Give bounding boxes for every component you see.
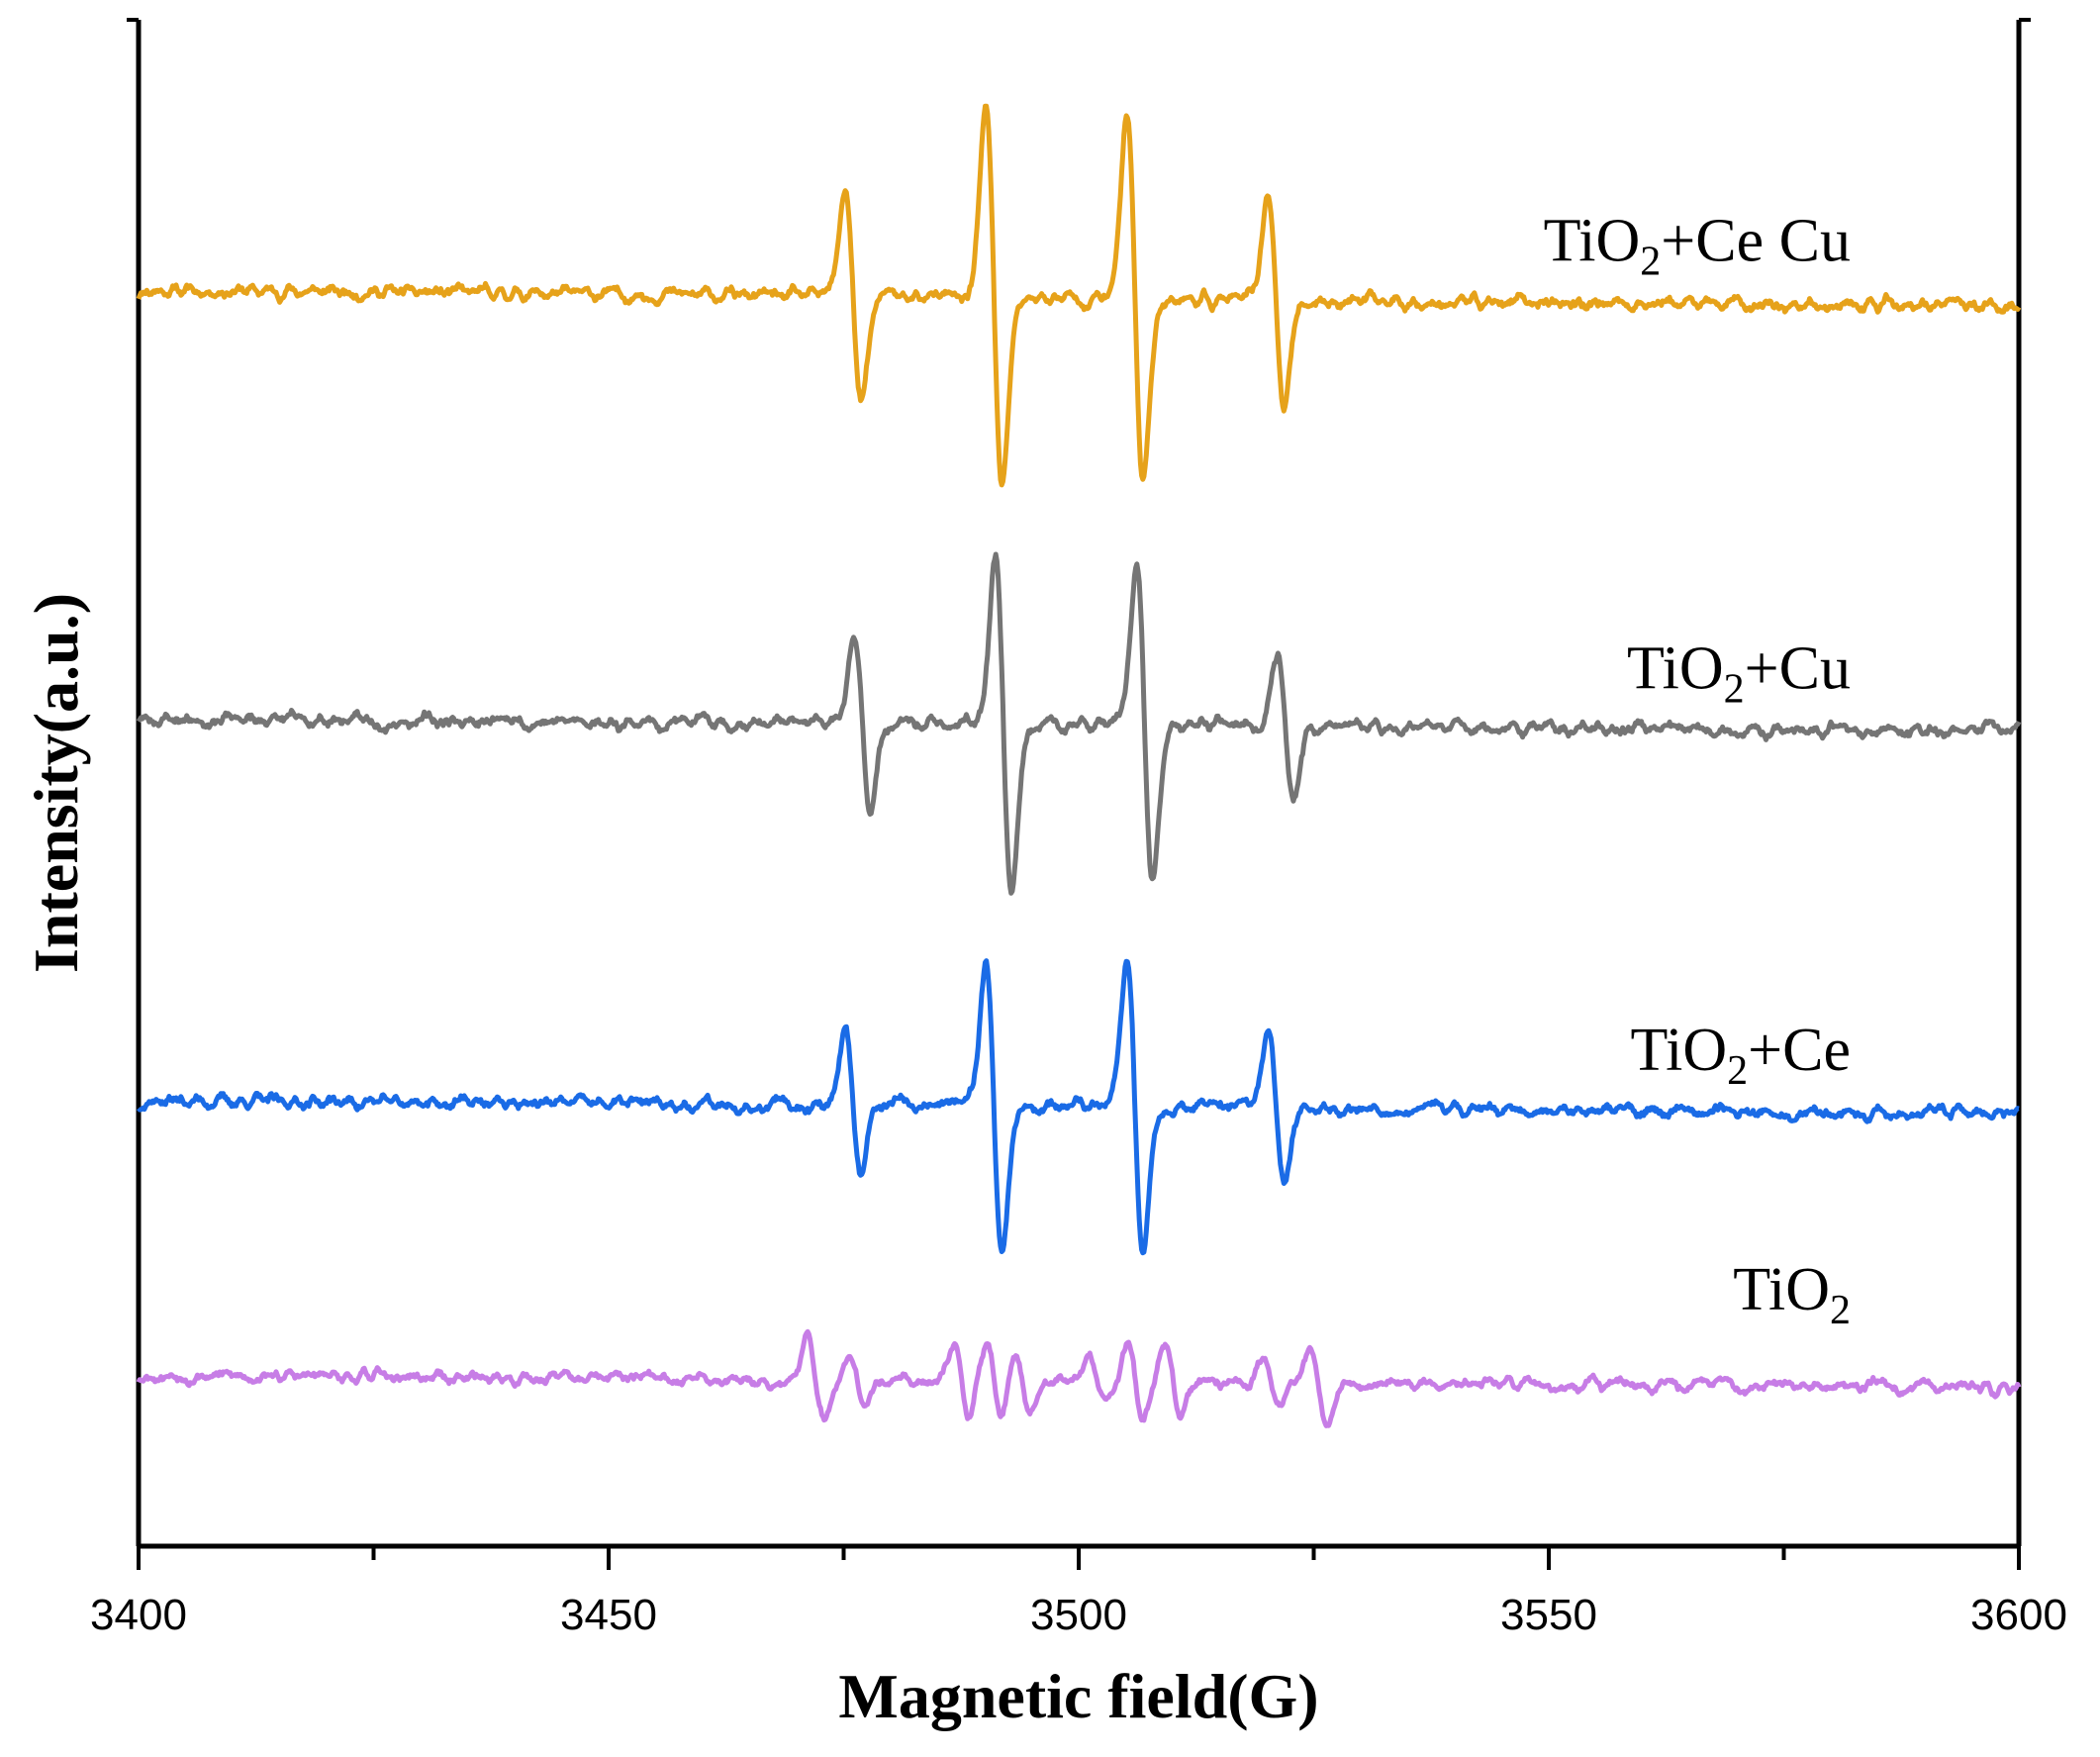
x-axis-ticks: 3400 3450 3500 3550 3600 <box>90 1546 2067 1639</box>
x-tick-label: 3550 <box>1500 1591 1597 1639</box>
x-tick-label: 3450 <box>560 1591 657 1639</box>
series-labels: TiO2+Ce Cu TiO2+Cu TiO2+Ce TiO2 <box>1544 208 1851 1333</box>
series-line-2 <box>137 958 2021 1256</box>
series-label-0: TiO2+Ce Cu <box>1544 208 1851 285</box>
x-tick-label: 3400 <box>90 1591 187 1639</box>
x-tick-label: 3500 <box>1030 1591 1127 1639</box>
series-label-2: TiO2+Ce <box>1630 1017 1851 1094</box>
series-label-3: TiO2 <box>1733 1256 1851 1333</box>
series-label-1: TiO2+Cu <box>1627 634 1851 712</box>
series-line-1 <box>136 551 2022 896</box>
x-tick-label: 3600 <box>1970 1591 2067 1639</box>
series-line-0 <box>136 103 2022 488</box>
y-axis-title: Intensity(a.u.) <box>21 593 91 973</box>
x-axis-title: Magnetic field(G) <box>838 1661 1318 1731</box>
series-line-3 <box>136 1328 2022 1428</box>
series-layer <box>136 103 2022 1428</box>
